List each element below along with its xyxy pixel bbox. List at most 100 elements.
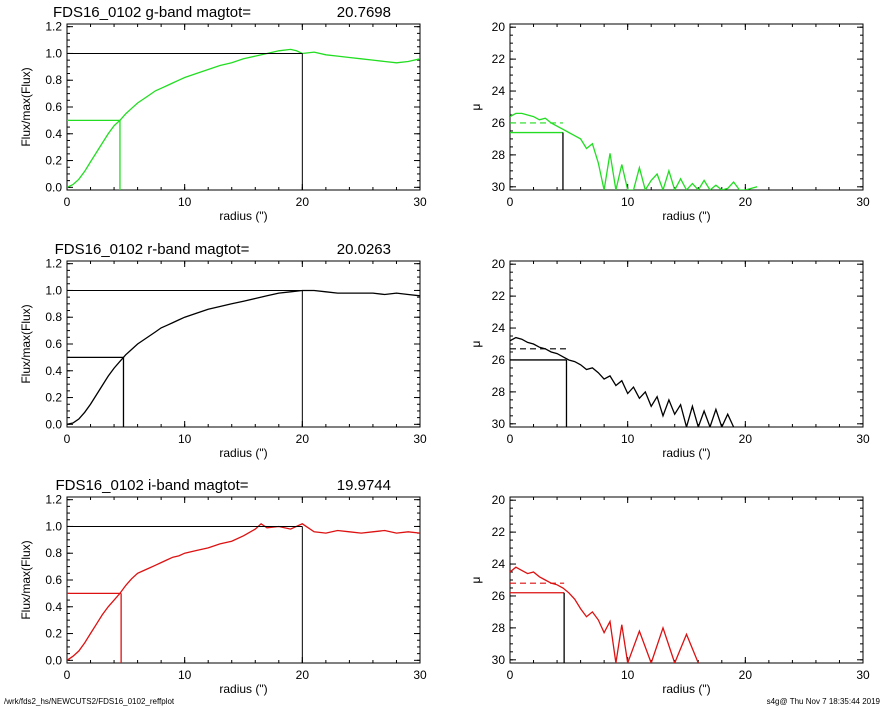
y-tick-label: 26 (492, 116, 506, 130)
y-axis-label: Flux/max(Flux) (19, 67, 33, 146)
surface-brightness-panel-i: 0 10 20 30 20 22 24 26 28 30 radius (") μ (469, 493, 870, 696)
x-tick-label: 30 (413, 432, 427, 446)
y-tick-label: 24 (492, 84, 506, 98)
y-axis-label: Flux/max(Flux) (19, 304, 33, 383)
plot-area (67, 289, 420, 427)
y-tick-label: 20 (492, 20, 506, 34)
y-tick-label: 20 (492, 493, 506, 507)
y-tick-label: 1.2 (45, 493, 62, 507)
growth-curve-panel-g: 0 10 20 30 0.0 0.2 0.4 0.6 0.8 1.0 1.2 radius (") Fl… (19, 4, 427, 223)
y-tick-label: 0.6 (45, 573, 62, 587)
x-axis-label: radius (") (662, 446, 710, 460)
growth-curve-panel-r: 0 10 20 30 0.0 0.2 0.4 0.6 0.8 1.0 1.2 radius (") Fl… (19, 241, 427, 460)
plot-area (67, 48, 420, 190)
plot-frame (509, 496, 864, 664)
panel-title-magtot-value: 20.7698 (337, 4, 391, 21)
x-tick-label: 10 (178, 668, 192, 682)
x-tick-label: 0 (64, 668, 71, 682)
y-tick-label: 20 (492, 257, 506, 271)
y-tick-label: 0.4 (45, 600, 62, 614)
x-tick-label: 30 (856, 668, 870, 682)
x-tick-label: 0 (507, 195, 514, 209)
plot-area (67, 522, 420, 663)
y-tick-label: 0.0 (45, 417, 62, 431)
plot-area (510, 112, 758, 190)
x-axis-label: radius (") (219, 682, 267, 696)
y-tick-label: 0.8 (45, 73, 62, 87)
y-axis-label: μ (469, 103, 483, 110)
y-axis-label: μ (469, 576, 483, 583)
x-tick-label: 30 (856, 195, 870, 209)
x-tick-label: 30 (856, 432, 870, 446)
y-tick-label: 1.2 (45, 257, 62, 271)
x-tick-label: 0 (507, 432, 514, 446)
x-axis-label: radius (") (662, 682, 710, 696)
y-tick-label: 0.8 (45, 546, 62, 560)
x-axis-label: radius (") (219, 209, 267, 223)
x-tick-label: 10 (178, 432, 192, 446)
y-tick-label: 0.6 (45, 337, 62, 351)
x-tick-label: 20 (739, 668, 753, 682)
growth-curve-line (67, 289, 420, 425)
x-tick-label: 10 (621, 195, 635, 209)
y-tick-label: 0.4 (45, 127, 62, 141)
y-tick-label: 0.6 (45, 100, 62, 114)
y-tick-label: 30 (492, 180, 506, 194)
plot-frame (66, 496, 421, 664)
y-tick-label: 28 (492, 621, 506, 635)
footer-file-path: /wrk/fds2_hs/NEWCUTS2/FDS16_0102_reffplo… (4, 697, 175, 706)
x-tick-label: 20 (739, 195, 753, 209)
y-tick-label: 0.0 (45, 653, 62, 667)
y-tick-label: 1.0 (45, 283, 62, 297)
plot-area (510, 566, 699, 663)
y-tick-label: 22 (492, 52, 506, 66)
y-tick-label: 0.0 (45, 180, 62, 194)
surface-brightness-line (510, 336, 735, 427)
x-tick-label: 10 (621, 668, 635, 682)
x-tick-label: 10 (178, 195, 192, 209)
x-axis-label: radius (") (219, 446, 267, 460)
y-tick-label: 28 (492, 385, 506, 399)
growth-curve-panel-i: 0 10 20 30 0.0 0.2 0.4 0.6 0.8 1.0 1.2 radius (") Fl… (19, 477, 427, 696)
growth-curve-line (67, 522, 420, 661)
y-tick-label: 22 (492, 289, 506, 303)
panel-title: FDS16_0102 g-band magtot= (53, 4, 251, 21)
plot-frame (509, 260, 864, 428)
y-tick-label: 30 (492, 417, 506, 431)
plot-area (510, 336, 735, 427)
plot-frame (66, 260, 421, 428)
x-tick-label: 0 (64, 195, 71, 209)
y-tick-label: 26 (492, 589, 506, 603)
panel-title-magtot-value: 20.0263 (337, 241, 391, 258)
y-tick-label: 26 (492, 353, 506, 367)
y-tick-label: 0.4 (45, 364, 62, 378)
surface-brightness-line (510, 566, 699, 663)
x-tick-label: 0 (507, 668, 514, 682)
panel-title: FDS16_0102 i-band magtot= (55, 477, 248, 494)
y-tick-label: 0.2 (45, 391, 62, 405)
y-tick-label: 0.2 (45, 627, 62, 641)
y-tick-label: 1.0 (45, 46, 62, 60)
y-axis-label: Flux/max(Flux) (19, 540, 33, 619)
x-tick-label: 20 (296, 668, 310, 682)
x-tick-label: 20 (739, 432, 753, 446)
x-axis-label: radius (") (662, 209, 710, 223)
x-tick-label: 10 (621, 432, 635, 446)
x-tick-label: 20 (296, 432, 310, 446)
surface-brightness-panel-r: 0 10 20 30 20 22 24 26 28 30 radius (") μ (469, 257, 870, 460)
y-tick-label: 30 (492, 653, 506, 667)
y-tick-label: 24 (492, 557, 506, 571)
panel-title-magtot-value: 19.9744 (337, 477, 391, 494)
panel-title: FDS16_0102 r-band magtot= (55, 241, 250, 258)
x-tick-label: 30 (413, 195, 427, 209)
footer-timestamp: s4g@ Thu Nov 7 18:35:44 2019 (766, 697, 880, 706)
x-tick-label: 0 (64, 432, 71, 446)
y-tick-label: 1.2 (45, 20, 62, 34)
y-axis-label: μ (469, 340, 483, 347)
surface-brightness-panel-g: 0 10 20 30 20 22 24 26 28 30 radius (") μ (469, 20, 870, 223)
x-tick-label: 20 (296, 195, 310, 209)
y-tick-label: 22 (492, 525, 506, 539)
y-tick-label: 0.8 (45, 310, 62, 324)
x-tick-label: 30 (413, 668, 427, 682)
